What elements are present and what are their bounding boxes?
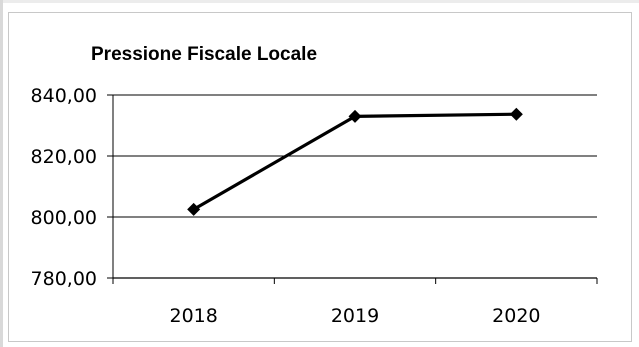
data-point-2018 (187, 202, 201, 216)
x-axis-ticks: 2018 2019 2020 (112, 278, 598, 327)
x-axis (112, 95, 597, 279)
x-tick-label-2020: 2020 (492, 305, 540, 327)
data-point-2020 (509, 107, 523, 121)
series-group (187, 107, 523, 216)
x-tick-label-2019: 2019 (331, 305, 379, 327)
chart-frame (8, 12, 632, 342)
y-tick-label: 820,00 (31, 146, 97, 168)
y-tick-label: 800,00 (31, 207, 97, 229)
series-line (192, 112, 517, 211)
x-tick-label-2018: 2018 (169, 305, 217, 327)
window-left-edge (0, 0, 3, 347)
window-top-edge (0, 0, 639, 3)
data-point-2019 (348, 109, 362, 123)
y-tick-label: 840,00 (31, 85, 97, 107)
y-axis-ticks: 780,00 800,00 820,00 840,00 (31, 85, 113, 290)
chart-title: Pressione Fiscale Locale (91, 44, 317, 65)
y-tick-label: 780,00 (31, 268, 97, 290)
